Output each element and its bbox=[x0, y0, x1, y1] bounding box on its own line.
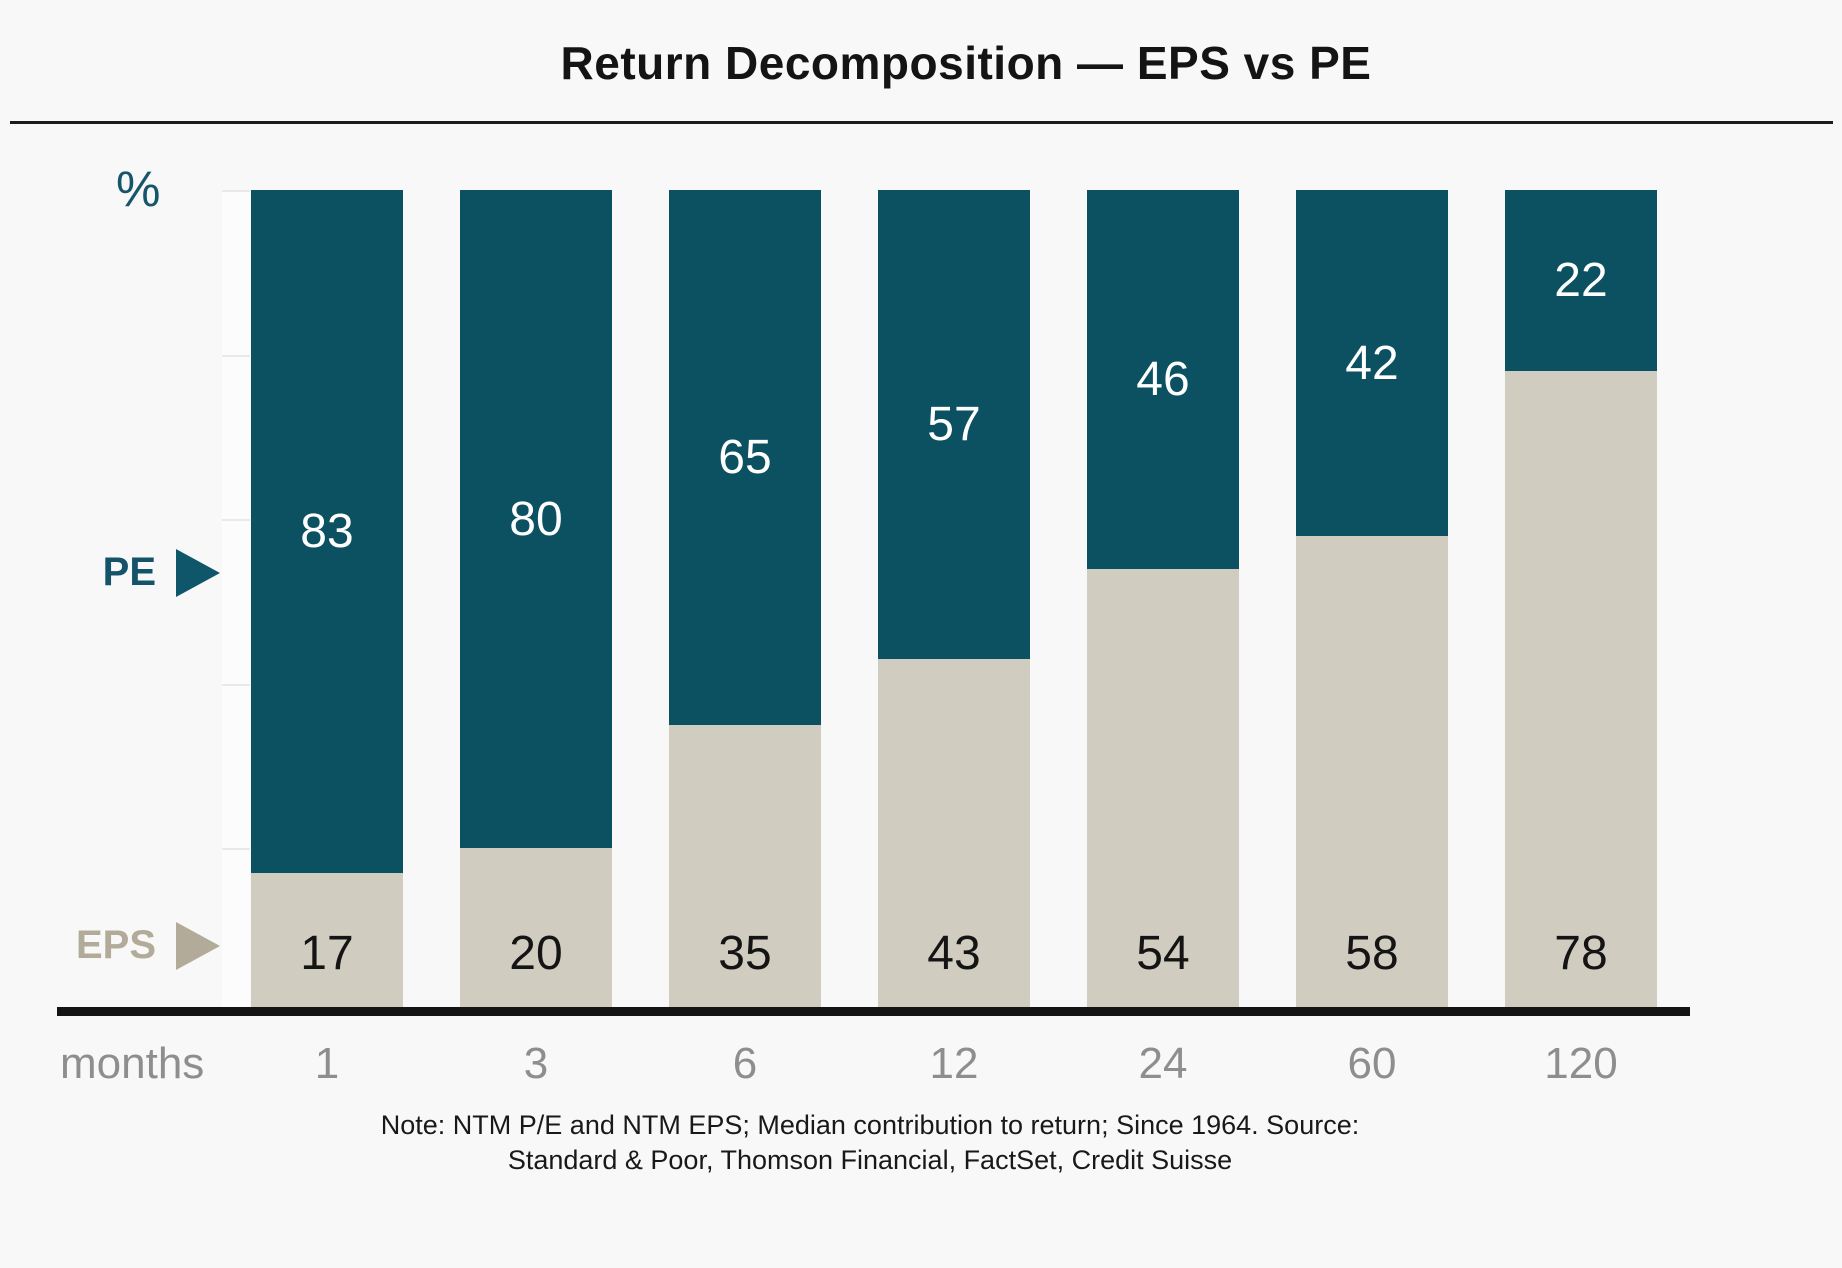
bar-segment-pe: 65 bbox=[669, 190, 821, 725]
bar-segment-pe: 80 bbox=[460, 190, 612, 848]
x-tick-label-3: 3 bbox=[523, 1039, 549, 1088]
bar-group-1m: 83 17 bbox=[251, 190, 403, 1013]
bar-segment-eps bbox=[1505, 371, 1657, 1013]
bar-value-pe: 46 bbox=[1136, 353, 1190, 406]
bar-segment-pe: 42 bbox=[1296, 190, 1448, 536]
legend-pe-label: PE bbox=[102, 550, 156, 594]
bar-value-pe: 22 bbox=[1554, 254, 1608, 307]
bar-value-eps: 20 bbox=[509, 927, 563, 980]
eps-arrow-icon bbox=[176, 922, 220, 970]
source-note-line1: Note: NTM P/E and NTM EPS; Median contri… bbox=[380, 1110, 1360, 1140]
y-axis-tick-strip bbox=[222, 190, 250, 1013]
bar-segment-eps bbox=[251, 873, 403, 1013]
bar-value-eps: 78 bbox=[1554, 927, 1608, 980]
bar-group-24m: 46 54 bbox=[1087, 190, 1239, 1013]
bar-value-pe: 57 bbox=[927, 398, 981, 451]
y-axis-tick bbox=[222, 190, 250, 192]
bar-group-12m: 57 43 bbox=[878, 190, 1030, 1013]
bar-value-eps: 58 bbox=[1345, 927, 1399, 980]
bar-value-eps: 54 bbox=[1136, 927, 1190, 980]
pe-arrow-icon bbox=[176, 549, 220, 597]
bar-segment-eps bbox=[1296, 536, 1448, 1013]
bar-group-6m: 65 35 bbox=[669, 190, 821, 1013]
bar-value-eps: 43 bbox=[927, 927, 981, 980]
bar-value-eps: 35 bbox=[718, 927, 772, 980]
legend-eps-label: EPS bbox=[75, 923, 156, 967]
bar-group-60m: 42 58 bbox=[1296, 190, 1448, 1013]
y-axis-tick bbox=[222, 684, 250, 686]
bar-segment-pe: 22 bbox=[1505, 190, 1657, 371]
bar-segment-pe: 83 bbox=[251, 190, 403, 873]
bar-value-pe: 42 bbox=[1345, 336, 1399, 390]
bar-group-120m: 22 78 bbox=[1505, 190, 1657, 1013]
x-tick-label-1: 1 bbox=[314, 1039, 340, 1088]
source-note: Note: NTM P/E and NTM EPS; Median contri… bbox=[0, 1108, 1740, 1178]
x-tick-label-24: 24 bbox=[1138, 1039, 1188, 1088]
x-axis-title: months bbox=[60, 1039, 205, 1088]
bar-segment-pe: 46 bbox=[1087, 190, 1239, 569]
x-tick-label-60: 60 bbox=[1347, 1039, 1397, 1088]
bar-segment-eps bbox=[1087, 569, 1239, 1013]
title-underline bbox=[10, 121, 1833, 124]
x-tick-label-6: 6 bbox=[732, 1039, 758, 1088]
source-note-line2: Standard & Poor, Thomson Financial, Fact… bbox=[507, 1145, 1233, 1175]
bar-value-pe: 83 bbox=[300, 505, 354, 558]
x-tick-label-12: 12 bbox=[929, 1039, 979, 1088]
bar-group-3m: 80 20 bbox=[460, 190, 612, 1013]
x-tick-label-120: 120 bbox=[1544, 1039, 1618, 1088]
x-axis-baseline bbox=[57, 1007, 1690, 1016]
y-axis-tick bbox=[222, 519, 250, 521]
bar-value-pe: 80 bbox=[509, 492, 563, 546]
bar-segment-eps bbox=[460, 848, 612, 1013]
chart-title: Return Decomposition — EPS vs PE bbox=[560, 37, 1372, 89]
bar-value-eps: 17 bbox=[300, 927, 354, 980]
y-axis-tick bbox=[222, 355, 250, 357]
bar-segment-pe: 57 bbox=[878, 190, 1030, 659]
bar-segment-eps bbox=[669, 725, 821, 1013]
bar-segment-eps bbox=[878, 659, 1030, 1013]
y-axis-unit-label: % bbox=[116, 161, 161, 217]
y-axis-tick bbox=[222, 848, 250, 850]
bar-value-pe: 65 bbox=[718, 431, 772, 484]
